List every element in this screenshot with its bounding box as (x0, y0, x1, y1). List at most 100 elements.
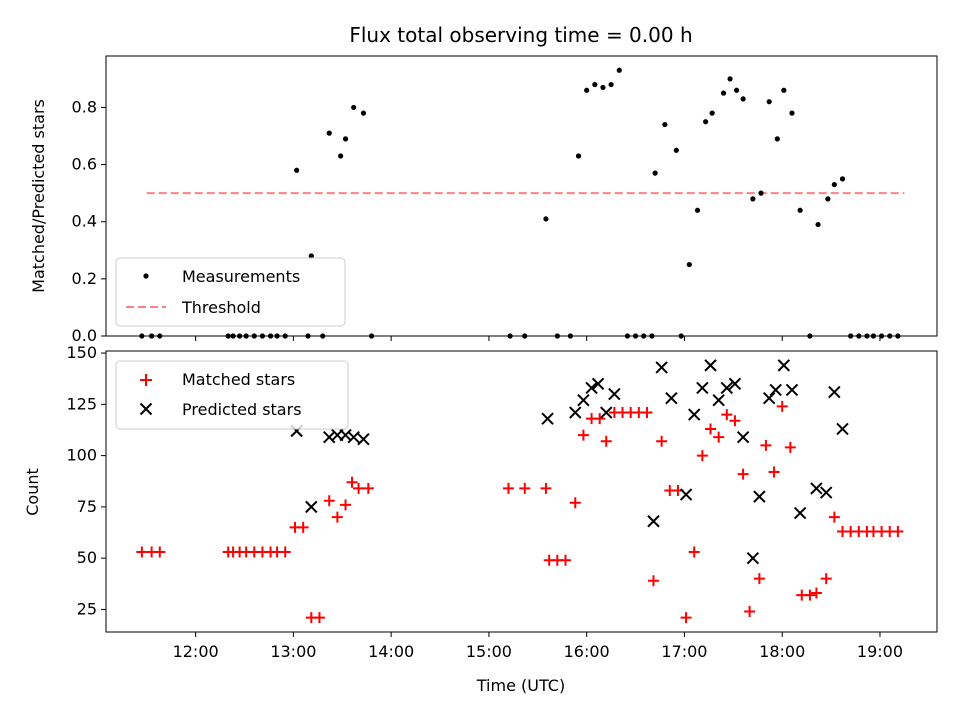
predicted-star-point (569, 406, 582, 419)
bottom-y-axis-label: Count (23, 468, 42, 516)
bottom-legend-box (115, 360, 349, 430)
bottom-x-tick-label: 18:00 (759, 642, 805, 661)
measurement-point (781, 87, 787, 93)
predicted-star-point (728, 377, 742, 391)
predicted-star-point (746, 551, 760, 565)
top-legend: Measurements Threshold (115, 257, 346, 327)
matched-star-point (353, 482, 365, 494)
measurement-point (652, 170, 658, 176)
top-x-ticks (195, 336, 881, 341)
predicted-star-point (828, 385, 841, 399)
bottom-legend: Matched stars Predicted stars (115, 360, 349, 430)
matched-star-point (784, 441, 796, 453)
measurement-point (338, 153, 344, 159)
predicted-star-point (608, 387, 621, 401)
predicted-star-point (836, 422, 849, 436)
matched-star-point (776, 400, 788, 412)
measurement-point (575, 153, 582, 159)
count-points (136, 359, 904, 624)
bottom-x-tick-label: 12:00 (173, 642, 219, 661)
matched-star-point (696, 450, 708, 462)
matched-star-point (331, 511, 343, 523)
top-y-tick-label: 0.4 (72, 212, 97, 231)
measurement-point (673, 147, 679, 153)
measurement-point (825, 196, 831, 202)
predicted-star-point (793, 506, 807, 520)
legend-marker-predicted (139, 402, 153, 416)
matched-star-point (721, 409, 733, 421)
bottom-x-axis-label: Time (UTC) (476, 676, 565, 695)
predicted-star-point (591, 377, 605, 391)
measurement-point (616, 67, 622, 73)
matched-star-point (892, 525, 904, 537)
legend-label-predicted: Predicted stars (182, 400, 302, 419)
predicted-star-point (665, 391, 678, 405)
predicted-star-point (753, 490, 766, 503)
matched-star-point (828, 511, 840, 523)
legend-label-matched: Matched stars (182, 370, 295, 389)
matched-star-point (810, 587, 822, 599)
matched-star-point (540, 482, 552, 494)
measurement-point (342, 136, 349, 142)
matched-star-point (744, 605, 756, 617)
measurement-point (774, 136, 780, 142)
legend-marker-measurements (143, 273, 149, 279)
matched-star-point (705, 423, 717, 435)
predicted-star-point (712, 394, 725, 407)
bottom-y-ticks: 25 50 75 100 125 150 (66, 343, 106, 618)
matched-star-point (760, 439, 772, 451)
predicted-star-point (347, 430, 360, 444)
measurement-point (720, 90, 727, 96)
bottom-y-tick-label: 75 (77, 497, 97, 516)
matched-star-point (737, 468, 749, 480)
top-panel: Flux total observing time = 0.00 h Match… (29, 23, 938, 345)
measurement-point (839, 176, 846, 182)
measurement-point (608, 81, 614, 88)
measurement-point (709, 110, 715, 116)
matched-star-point (279, 546, 291, 558)
measurement-point (831, 181, 837, 188)
matched-star-point (680, 612, 692, 624)
predicted-star-point (688, 408, 701, 421)
matched-star-point (346, 476, 358, 488)
legend-marker-matched (140, 374, 152, 386)
matched-star-point (729, 415, 741, 427)
matched-star-point (600, 435, 612, 447)
bottom-y-tick-label: 50 (77, 548, 97, 567)
matched-star-point (297, 521, 309, 533)
predicted-star-point (762, 391, 776, 405)
predicted-star-point (541, 412, 554, 425)
measurement-point (584, 87, 590, 93)
top-legend-box (115, 257, 346, 327)
measurement-point (308, 253, 314, 259)
bottom-x-ticks: 12:00 13:00 14:00 15:00 16:00 17:00 18:00 19:00 (173, 632, 903, 661)
predicted-star-point (357, 432, 370, 446)
bottom-y-tick-label: 25 (77, 599, 97, 618)
matched-star-point (713, 431, 725, 443)
measurement-point (750, 196, 756, 202)
matched-star-point (820, 573, 832, 585)
measurement-point (326, 130, 332, 136)
measurement-point (686, 261, 692, 268)
predicted-star-point (720, 381, 734, 395)
measurement-point (294, 167, 300, 173)
matched-star-point (362, 482, 374, 494)
predicted-star-point (577, 394, 590, 407)
measurement-point (360, 110, 367, 116)
measurement-point (758, 190, 764, 196)
predicted-star-point (305, 500, 318, 514)
matched-star-point (136, 546, 148, 558)
legend-label-threshold: Threshold (181, 298, 261, 317)
matched-star-point (768, 466, 780, 478)
predicted-star-point (696, 381, 709, 395)
matched-star-point (569, 497, 581, 509)
predicted-star-point (736, 430, 750, 444)
measurement-point (766, 99, 772, 105)
matched-star-point (688, 546, 700, 558)
predicted-star-point (819, 486, 833, 499)
measurement-point (694, 207, 701, 213)
bottom-x-tick-label: 19:00 (857, 642, 903, 661)
bottom-plot-frame (105, 350, 938, 633)
